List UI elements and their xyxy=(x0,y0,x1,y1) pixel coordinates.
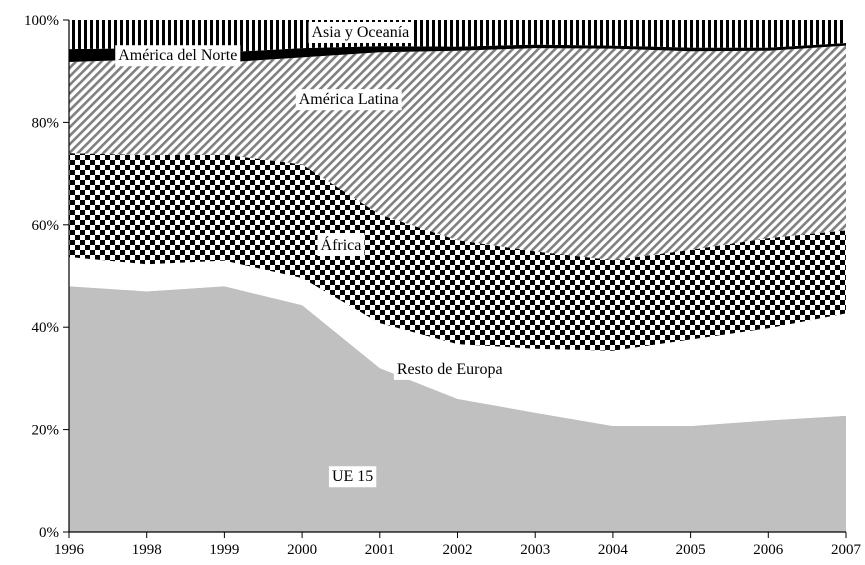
series-label-box xyxy=(317,233,365,257)
y-tick-label: 40% xyxy=(32,320,60,336)
series-label-text: América Latina xyxy=(299,91,399,108)
axes-group: 0% 20% 40% 60% 80% 100% 1996 1998 1999 2000 2001 20… xyxy=(24,13,862,558)
y-tick-label: 60% xyxy=(32,218,60,234)
series-label-asia-y-oceania: Asia y Oceanía xyxy=(308,21,413,43)
x-tick-label: 1998 xyxy=(132,542,162,558)
area-america-latina xyxy=(69,45,846,261)
series-labels-group: UE 15 Resto de Europa África América Latina… xyxy=(115,21,506,488)
series-label-text: Asia y Oceanía xyxy=(312,24,410,41)
area-africa xyxy=(69,153,846,351)
series-label-box xyxy=(393,358,506,380)
series-label-america-del-norte: América del Norte xyxy=(115,45,241,67)
x-tick-label: 2006 xyxy=(753,542,784,558)
x-tick-label: 2003 xyxy=(520,542,550,558)
x-tick-label: 1999 xyxy=(209,542,239,558)
x-tick-label: 2000 xyxy=(287,542,317,558)
series-label-text: Resto de Europa xyxy=(397,361,503,378)
y-tick-label: 80% xyxy=(32,115,60,131)
x-tick-label: 2001 xyxy=(365,542,395,558)
series-label-ue-15: UE 15 xyxy=(328,466,377,488)
series-label-africa: África xyxy=(317,233,365,257)
series-label-box xyxy=(115,45,241,67)
area-ue-15 xyxy=(69,286,846,532)
series-label-america-latina: América Latina xyxy=(295,89,402,111)
series-label-resto-de-europa: Resto de Europa xyxy=(393,358,506,380)
x-tick-label: 2002 xyxy=(443,542,473,558)
x-tick-label: 2007 xyxy=(831,542,862,558)
y-tick-label: 20% xyxy=(32,423,60,439)
x-tick-label: 2004 xyxy=(598,542,629,558)
area-resto-de-europa xyxy=(69,257,846,427)
series-label-box xyxy=(295,89,402,111)
series-label-text: UE 15 xyxy=(332,468,373,485)
series-label-box xyxy=(328,466,377,488)
series-label-text: África xyxy=(321,235,362,254)
series-label-text: América del Norte xyxy=(118,47,237,64)
area-series-group xyxy=(69,20,846,532)
area-america-del-norte xyxy=(69,43,846,63)
x-tick-label: 2005 xyxy=(676,542,706,558)
y-tick-label: 0% xyxy=(39,525,59,541)
series-label-box xyxy=(308,21,413,43)
y-tick-label: 100% xyxy=(24,13,59,29)
x-tick-label: 1996 xyxy=(54,542,85,558)
area-asia-y-oceania xyxy=(69,20,846,53)
